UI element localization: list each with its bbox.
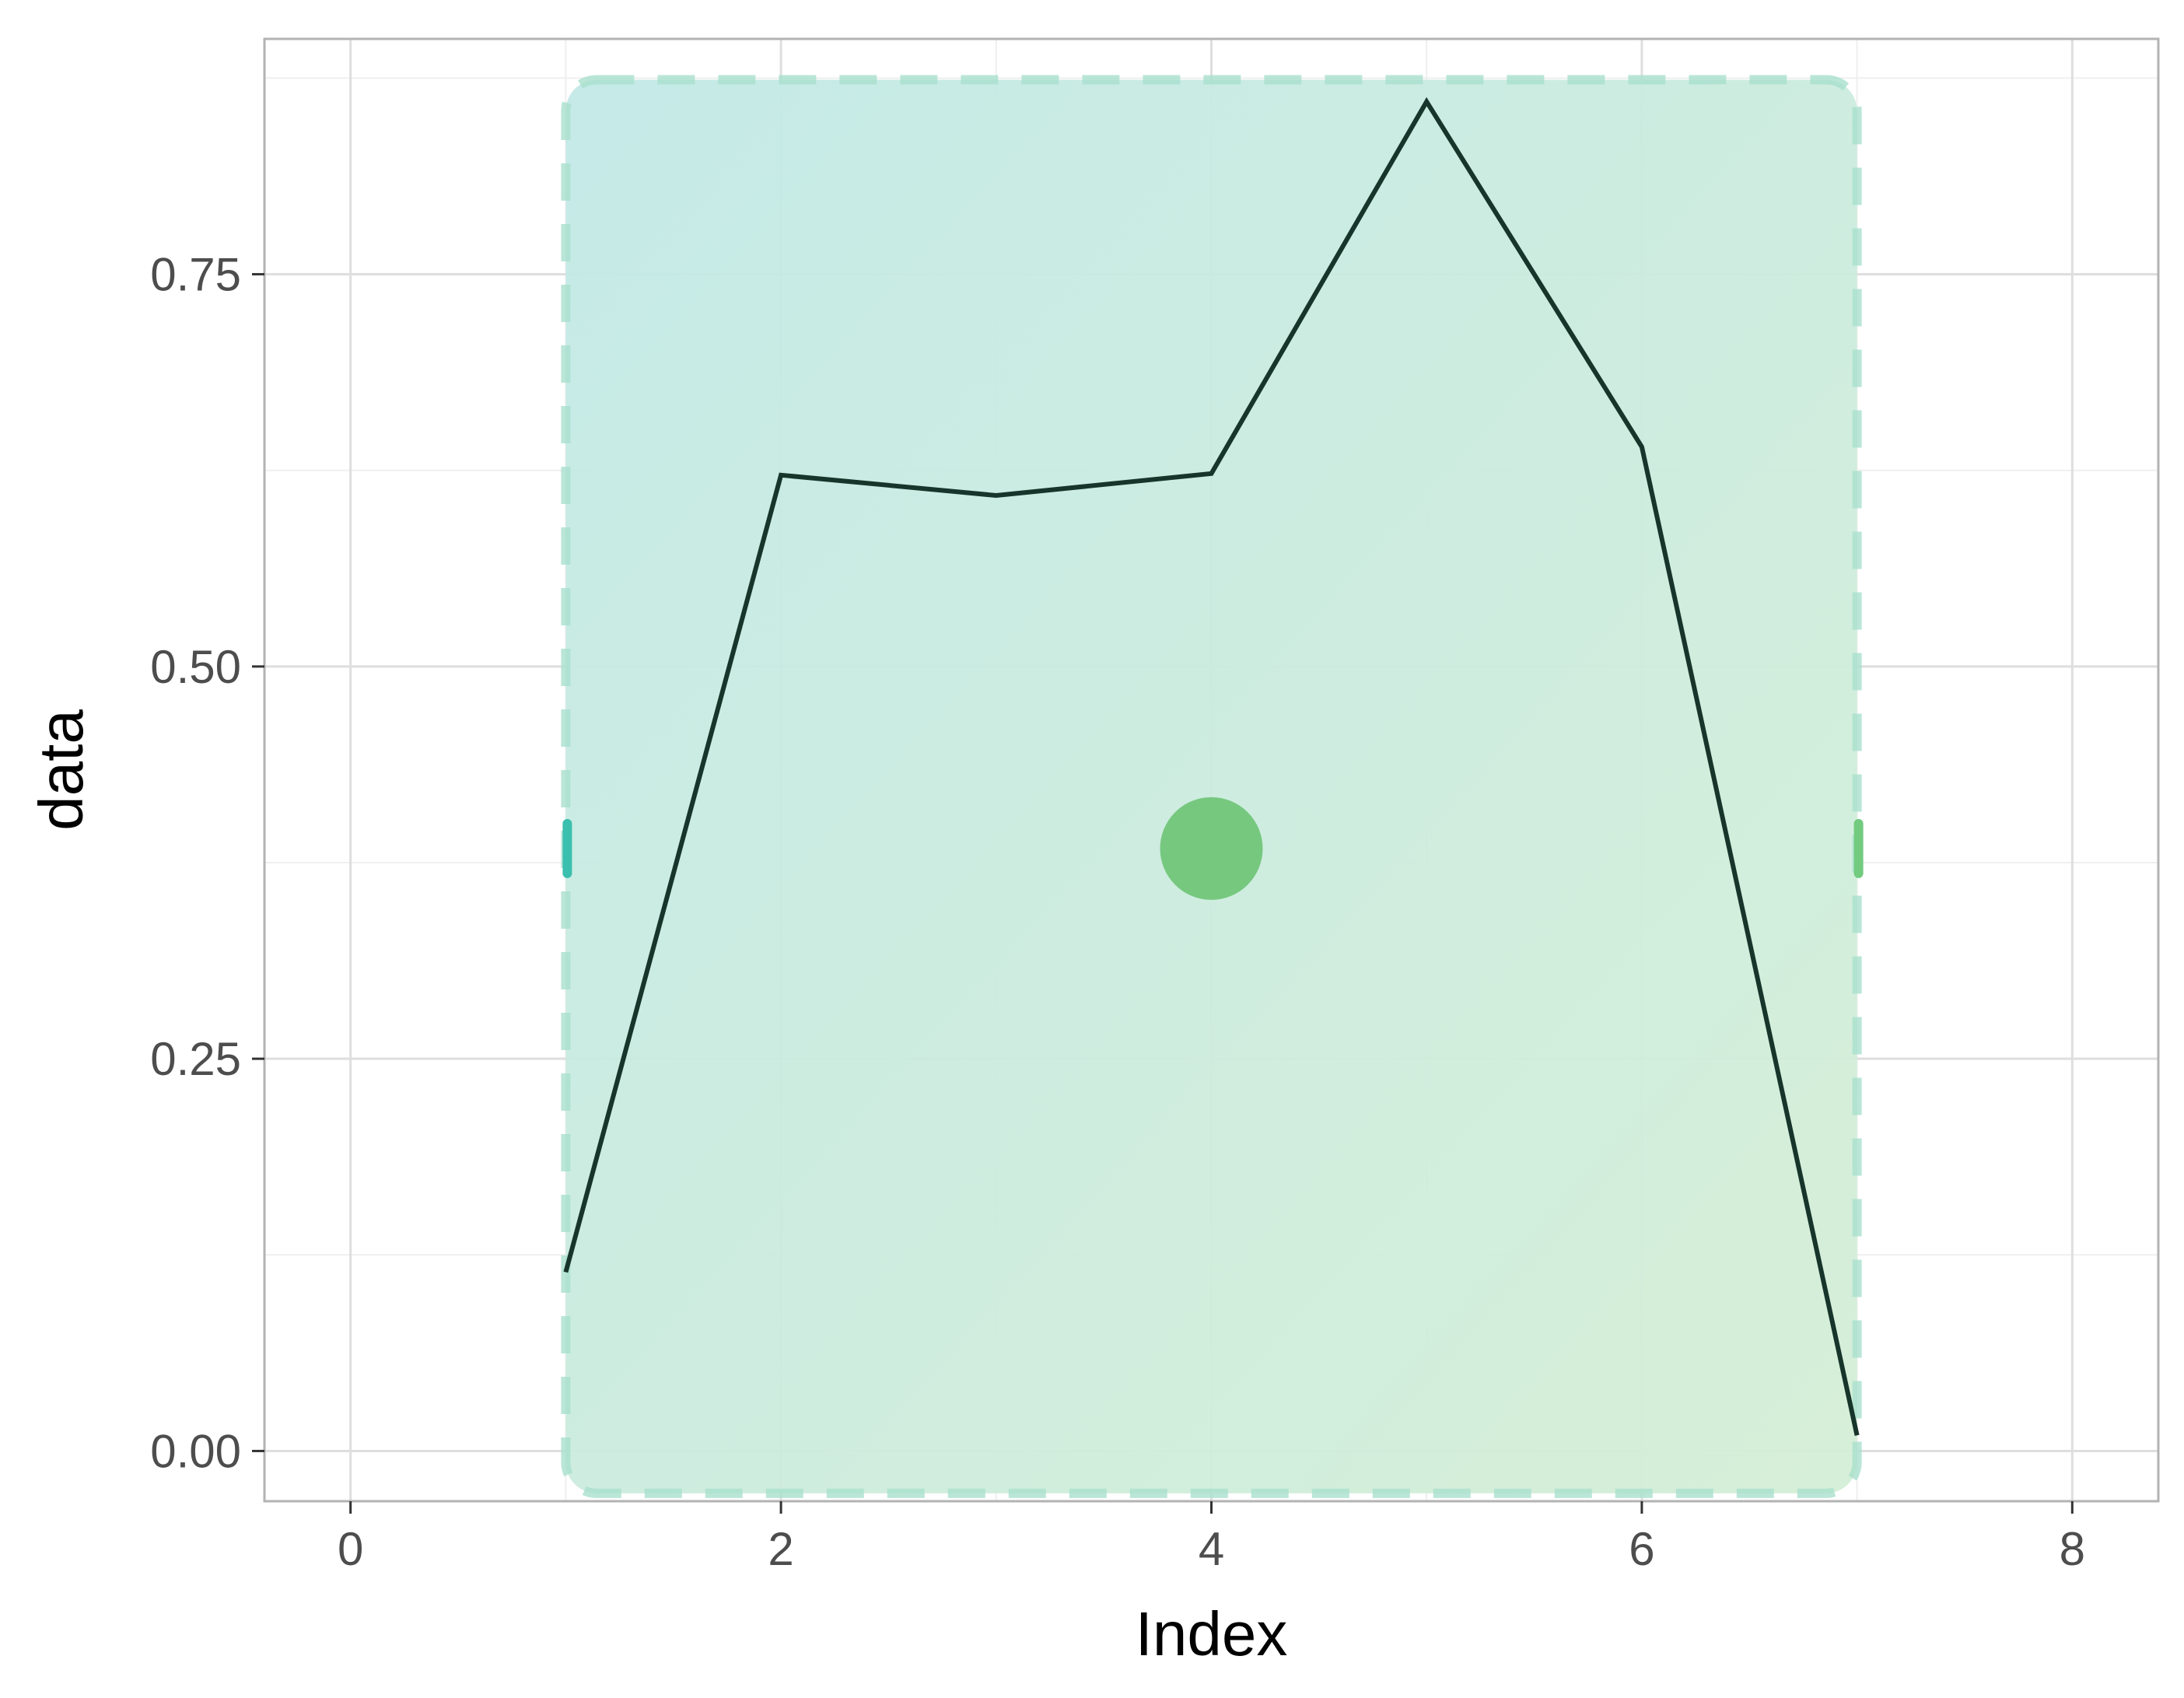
mean-indicator [562, 796, 1864, 900]
y-tick-label: 0.00 [150, 1425, 241, 1477]
shaded-region-box [561, 75, 1862, 1498]
series-layer [563, 96, 1860, 1436]
y-axis: 0.00 0.25 0.50 0.75 [150, 249, 264, 1477]
mean-point [1160, 796, 1263, 900]
x-axis-title: Index [1136, 1599, 1288, 1668]
y-axis-title: data [26, 709, 96, 831]
x-tick-label: 0 [338, 1523, 363, 1575]
x-tick-label: 4 [1199, 1523, 1224, 1575]
x-axis: 0 2 4 6 8 [338, 1501, 2085, 1575]
y-tick-label: 0.50 [150, 641, 241, 693]
x-tick-label: 6 [1629, 1523, 1654, 1575]
y-tick-label: 0.25 [150, 1033, 241, 1085]
x-tick-label: 8 [2060, 1523, 2085, 1575]
x-tick-label: 2 [768, 1523, 793, 1575]
shaded-region [561, 75, 1862, 1498]
y-tick-label: 0.75 [150, 249, 241, 301]
